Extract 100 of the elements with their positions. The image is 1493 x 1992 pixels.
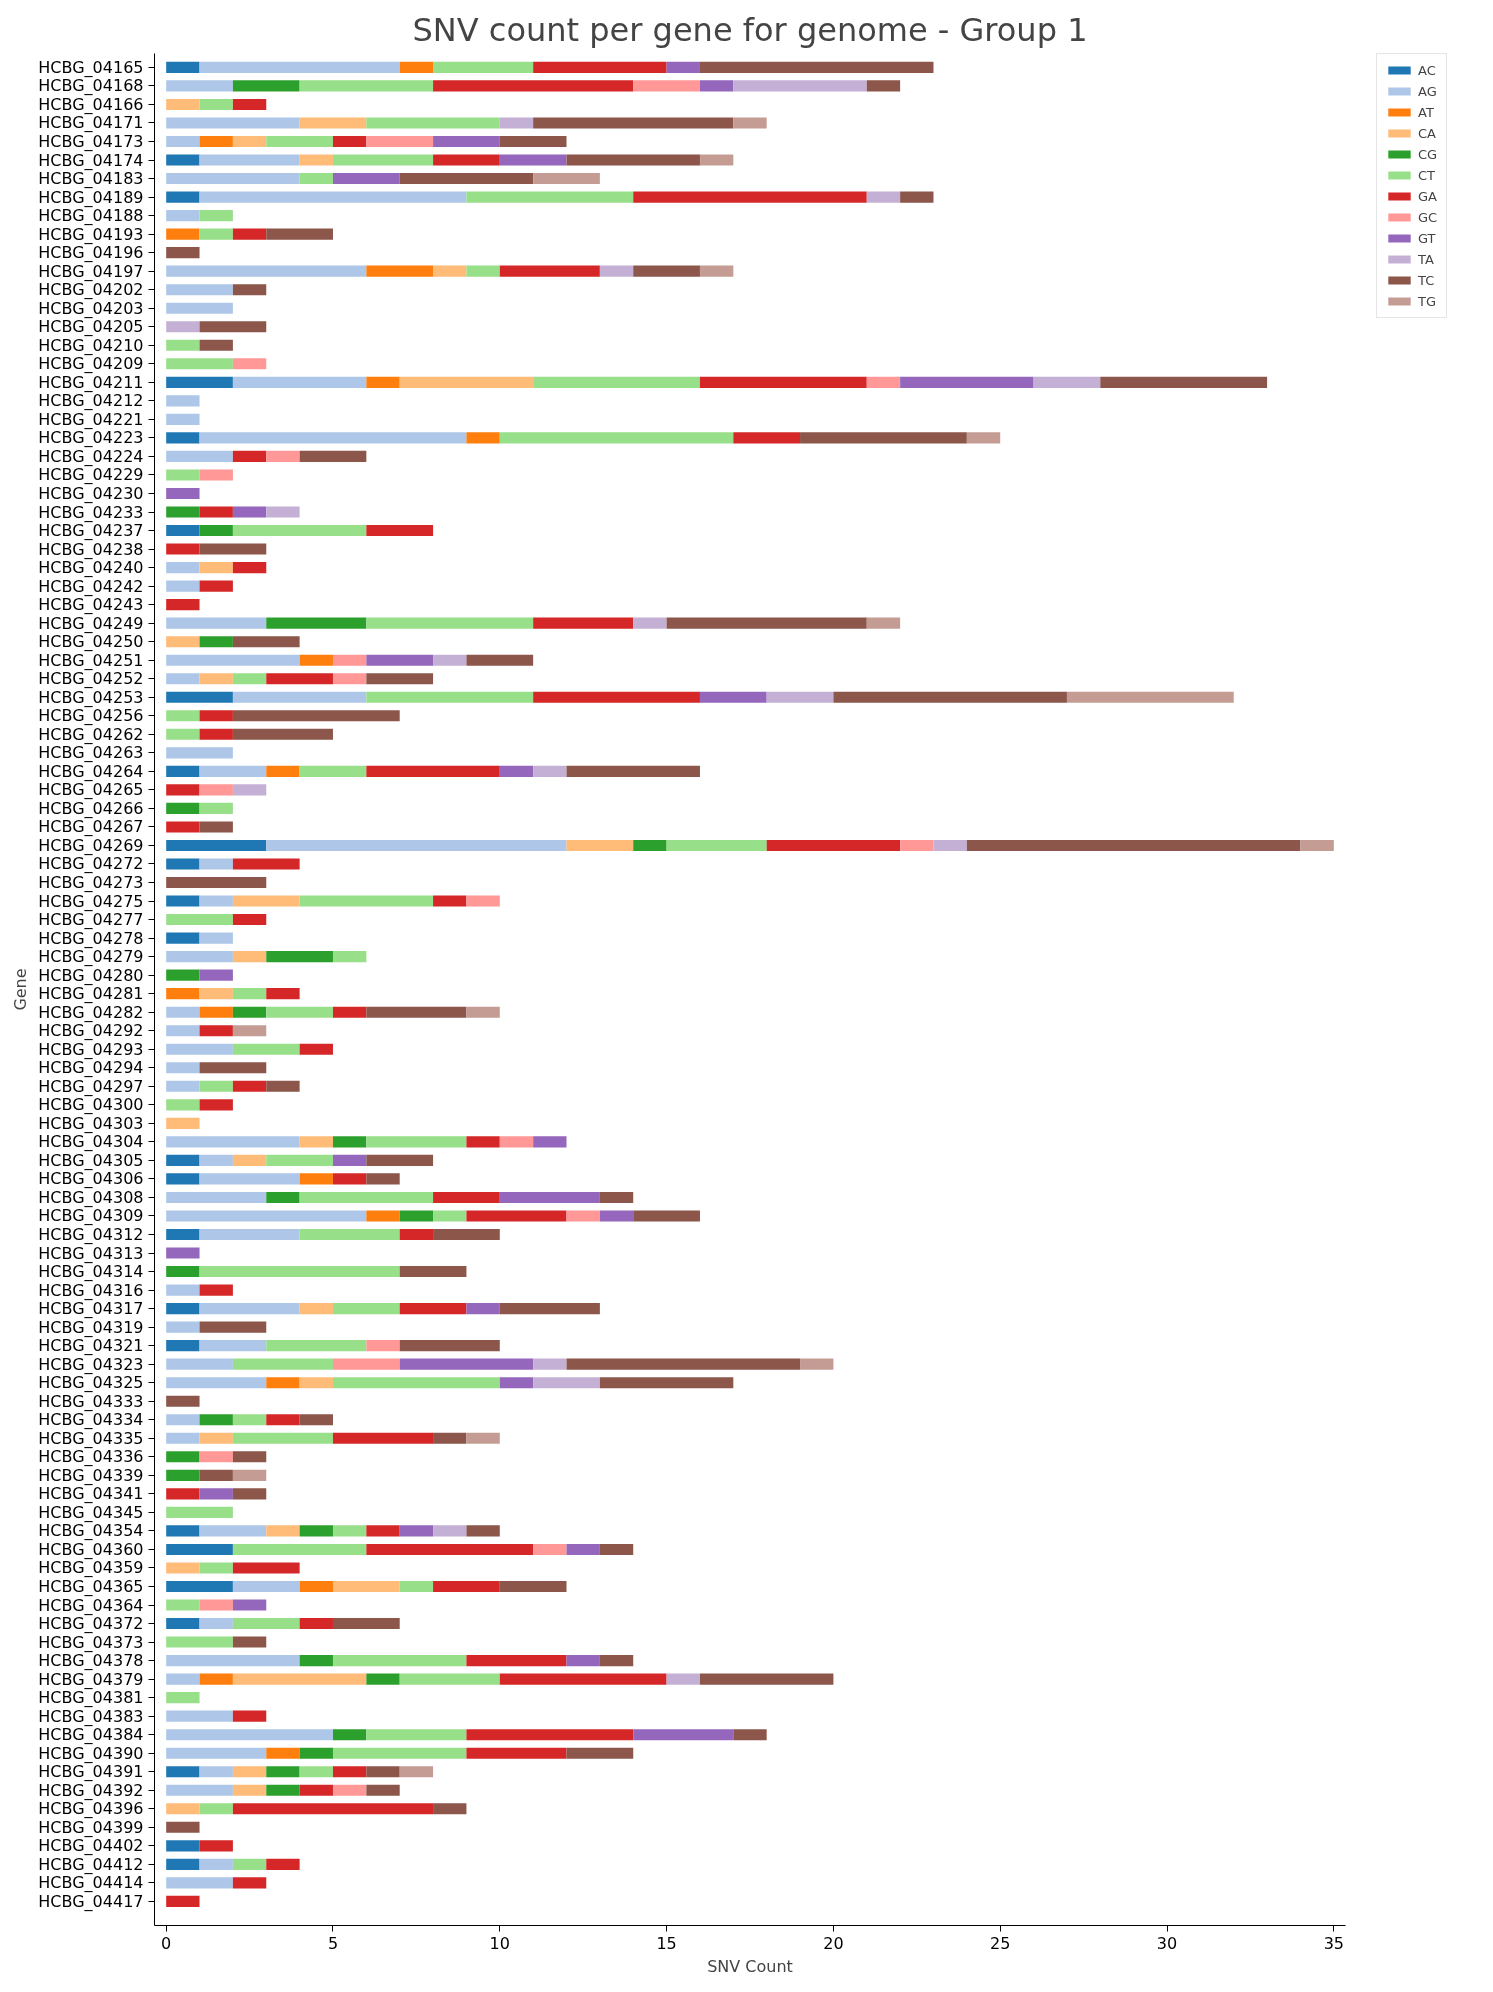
y-tick-label: HCBG_04308 xyxy=(38,1187,144,1208)
bar xyxy=(199,210,233,222)
y-tick-label: HCBG_04171 xyxy=(38,113,144,134)
bar xyxy=(166,506,200,518)
bar xyxy=(966,839,1301,852)
bar xyxy=(232,80,300,92)
bar xyxy=(366,1173,400,1185)
bar xyxy=(166,988,200,1000)
bar xyxy=(533,1136,567,1148)
bar xyxy=(166,1877,233,1889)
y-tick-label: HCBG_04243 xyxy=(38,595,144,616)
y-tick-label: HCBG_04417 xyxy=(38,1891,144,1912)
bar xyxy=(166,1506,233,1518)
bar xyxy=(166,691,233,703)
bar xyxy=(166,469,200,481)
bar xyxy=(232,1043,300,1055)
bar xyxy=(299,1377,333,1389)
bar xyxy=(666,1673,700,1685)
bar xyxy=(266,1191,300,1204)
bar xyxy=(166,395,200,407)
bar xyxy=(399,1525,434,1537)
bar xyxy=(232,1636,267,1648)
bar xyxy=(332,1784,367,1796)
bar xyxy=(232,1877,267,1889)
bar xyxy=(1066,691,1234,703)
bar xyxy=(166,265,367,277)
bar xyxy=(199,1488,233,1500)
bar xyxy=(166,1729,333,1741)
y-tick-label: HCBG_04402 xyxy=(38,1836,144,1857)
bar xyxy=(166,1580,233,1593)
y-tick-label: HCBG_04293 xyxy=(38,1039,144,1060)
bar xyxy=(966,432,1001,444)
bar xyxy=(166,358,233,370)
bar xyxy=(166,932,200,944)
bar xyxy=(699,154,734,166)
bar xyxy=(332,1766,367,1778)
y-tick-label: HCBG_04309 xyxy=(38,1206,144,1227)
bar xyxy=(199,580,233,592)
bar xyxy=(232,914,267,926)
bar xyxy=(199,1025,233,1037)
y-tick-label: HCBG_04174 xyxy=(38,150,144,171)
bar xyxy=(166,1710,233,1722)
bar xyxy=(232,450,267,462)
bar xyxy=(599,265,634,277)
bar xyxy=(166,1821,200,1833)
bar xyxy=(232,1784,267,1796)
y-tick-label: HCBG_04272 xyxy=(38,854,144,875)
bar xyxy=(199,506,233,518)
y-tick-label: HCBG_04209 xyxy=(38,354,144,375)
bar xyxy=(266,228,333,240)
bar xyxy=(199,228,233,240)
bar xyxy=(266,1154,333,1166)
bar xyxy=(299,1191,434,1204)
y-tick-label: HCBG_04390 xyxy=(38,1743,144,1764)
bar xyxy=(699,80,734,92)
bar xyxy=(766,839,901,852)
y-tick-label: HCBG_04281 xyxy=(38,984,144,1005)
bar xyxy=(199,784,233,796)
bar xyxy=(466,895,500,907)
bar xyxy=(166,321,200,333)
bar xyxy=(299,80,434,92)
bar xyxy=(366,1210,400,1222)
bar xyxy=(199,1469,233,1481)
bar xyxy=(733,117,767,129)
bar xyxy=(266,1340,367,1352)
y-tick-label: HCBG_04237 xyxy=(38,521,144,542)
bar xyxy=(299,450,367,462)
bar xyxy=(166,1488,200,1500)
bar xyxy=(232,1710,267,1722)
bar xyxy=(166,1321,200,1333)
y-tick-label: HCBG_04277 xyxy=(38,910,144,931)
bar xyxy=(499,1303,600,1315)
y-tick-label: HCBG_04168 xyxy=(38,76,144,97)
bar xyxy=(166,1451,200,1463)
bar xyxy=(332,1655,467,1667)
y-tick-label: HCBG_04360 xyxy=(38,1539,144,1560)
bar xyxy=(1033,376,1101,388)
bar xyxy=(166,247,200,259)
y-tick-label: HCBG_04280 xyxy=(38,965,144,986)
bar xyxy=(199,858,233,870)
bar xyxy=(533,61,667,73)
y-tick-label: HCBG_04292 xyxy=(38,1021,144,1042)
legend-label: TC xyxy=(1418,272,1436,288)
bar xyxy=(232,1154,267,1166)
bar xyxy=(399,1358,534,1370)
bar xyxy=(299,1525,333,1537)
bar xyxy=(533,1543,567,1555)
bar xyxy=(299,1617,333,1630)
bar xyxy=(266,1525,300,1537)
y-tick-label: HCBG_04221 xyxy=(38,409,144,430)
bar xyxy=(266,1006,333,1018)
y-tick-label: HCBG_04336 xyxy=(38,1447,144,1468)
bar xyxy=(232,135,267,148)
bar xyxy=(499,1673,667,1685)
bar xyxy=(733,1729,767,1741)
y-tick-label: HCBG_04250 xyxy=(38,632,144,653)
bar xyxy=(499,154,567,166)
bar xyxy=(533,1377,600,1389)
bar xyxy=(332,172,400,185)
bar xyxy=(332,1136,367,1148)
